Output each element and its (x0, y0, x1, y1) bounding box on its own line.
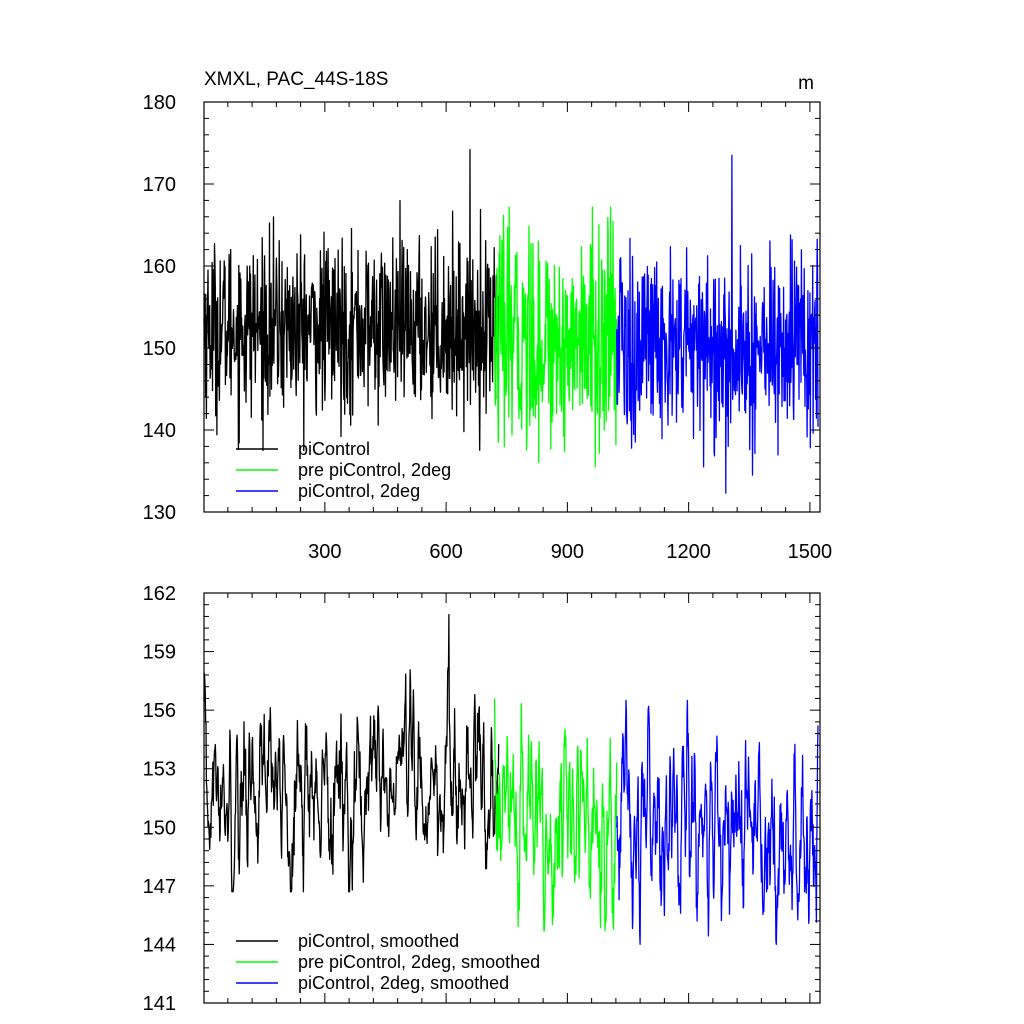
bottom-y-tick-label: 159 (143, 642, 176, 664)
top-legend-label-2: piControl, 2deg (298, 481, 420, 501)
bottom-series-line-0 (203, 613, 500, 893)
bottom-y-tick-label: 147 (143, 876, 176, 898)
top-x-tick-label: 1200 (666, 541, 711, 563)
top-x-tick-label: 1500 (788, 541, 833, 563)
top-x-tick-label: 900 (551, 541, 584, 563)
chart-title: XMXL, PAC_44S-18S (204, 69, 388, 90)
top-y-tick-label: 180 (143, 92, 176, 114)
top-y-tick-label: 150 (143, 338, 176, 360)
top-series-line-0 (203, 148, 500, 452)
panel-bottom: 141 144 147 150 153 156 159 162 piControl, smoot… (143, 583, 821, 1015)
top-y-tick-label: 160 (143, 256, 176, 278)
bottom-legend-label-2: piControl, 2deg, smoothed (298, 973, 509, 993)
bottom-legend-label-0: piControl, smoothed (298, 931, 459, 951)
top-plot-frame (203, 101, 821, 513)
bottom-y-tick-label: 162 (143, 583, 176, 605)
top-legend-label-1: pre piControl, 2deg (298, 460, 451, 480)
bottom-series-line-2 (616, 699, 819, 946)
top-x-tick-label: 600 (429, 541, 462, 563)
bottom-y-tick-label: 144 (143, 934, 176, 956)
top-y-tick-label: 140 (143, 420, 176, 442)
bottom-series-line-1 (493, 698, 618, 932)
units-label: m (798, 73, 814, 94)
bottom-legend-label-1: pre piControl, 2deg, smoothed (298, 952, 540, 972)
top-y-tick-label: 170 (143, 174, 176, 196)
bottom-y-tick-label: 153 (143, 759, 176, 781)
bottom-y-tick-label: 150 (143, 817, 176, 839)
top-series-line-2 (616, 154, 819, 494)
panel-top: 300 600 900 1200 1500 130 140 150 160 170 180 XMXL,… (143, 69, 833, 563)
top-legend-label-0: piControl (298, 439, 370, 459)
top-x-tick-label: 300 (308, 541, 341, 563)
top-y-tick-label: 130 (143, 502, 176, 524)
top-series-line-1 (493, 206, 618, 468)
bottom-plot-frame (203, 592, 821, 1004)
bottom-y-tick-label: 141 (143, 993, 176, 1015)
bottom-y-tick-label: 156 (143, 700, 176, 722)
